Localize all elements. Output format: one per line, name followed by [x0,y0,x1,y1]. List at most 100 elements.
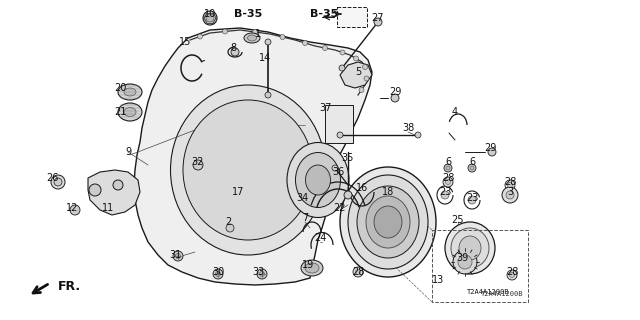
Ellipse shape [305,165,330,195]
Circle shape [415,132,421,138]
Text: 20: 20 [114,83,126,93]
Text: 32: 32 [192,157,204,167]
Circle shape [441,191,449,199]
FancyBboxPatch shape [337,7,367,27]
Ellipse shape [301,260,323,276]
Circle shape [458,255,472,269]
Circle shape [173,251,183,261]
Ellipse shape [340,167,436,277]
Text: 14: 14 [259,53,271,63]
Text: 33: 33 [252,267,264,277]
Ellipse shape [305,263,319,273]
Circle shape [216,271,221,276]
Text: 35: 35 [342,153,354,163]
Text: 1: 1 [255,29,261,39]
Circle shape [303,41,307,45]
Text: 18: 18 [382,187,394,197]
Circle shape [453,250,477,274]
Circle shape [203,11,217,25]
Circle shape [502,187,518,203]
Text: 15: 15 [179,37,191,47]
Circle shape [353,267,363,277]
Circle shape [280,35,285,39]
Ellipse shape [459,236,481,260]
Text: 28: 28 [504,177,516,187]
Text: 10: 10 [204,9,216,19]
Ellipse shape [248,35,257,41]
Circle shape [257,269,267,279]
Circle shape [364,76,369,81]
Circle shape [468,196,476,204]
Text: 34: 34 [296,193,308,203]
Circle shape [505,180,515,190]
Bar [325,105,353,143]
Text: 23: 23 [439,187,451,197]
Ellipse shape [445,222,495,274]
Circle shape [488,148,496,156]
Circle shape [253,29,257,35]
Circle shape [362,65,367,69]
Ellipse shape [118,84,142,100]
Text: T2A4A1200B: T2A4A1200B [467,289,509,295]
Text: 27: 27 [372,13,384,23]
Polygon shape [134,28,372,285]
Circle shape [344,191,352,199]
Ellipse shape [287,142,349,218]
Circle shape [206,14,214,22]
Circle shape [175,253,180,259]
Text: 29: 29 [389,87,401,97]
Polygon shape [340,62,372,88]
Ellipse shape [170,85,326,255]
Text: 25: 25 [452,215,464,225]
Text: 24: 24 [314,233,326,243]
Ellipse shape [374,206,402,238]
Text: 31: 31 [169,250,181,260]
Circle shape [265,92,271,98]
Text: 9: 9 [125,147,131,157]
Text: 28: 28 [352,267,364,277]
Text: 6: 6 [469,157,475,167]
Circle shape [470,166,474,170]
Text: 5: 5 [355,67,361,77]
Text: 38: 38 [402,123,414,133]
Circle shape [353,56,358,61]
Text: 17: 17 [232,187,244,197]
Circle shape [231,48,239,56]
Circle shape [70,205,80,215]
Circle shape [226,224,234,232]
Circle shape [339,65,345,71]
Text: 37: 37 [319,103,331,113]
Ellipse shape [348,175,428,269]
Circle shape [509,273,515,277]
Text: 11: 11 [102,203,114,213]
Circle shape [265,39,271,45]
Circle shape [444,164,452,172]
Text: 28: 28 [506,267,518,277]
Circle shape [445,180,451,185]
Text: 3: 3 [507,187,513,197]
Circle shape [113,180,123,190]
Text: 19: 19 [302,260,314,270]
Ellipse shape [183,100,313,240]
Circle shape [213,269,223,279]
Text: 28: 28 [442,173,454,183]
Circle shape [223,29,227,34]
Text: 23: 23 [466,193,478,203]
Ellipse shape [366,196,410,248]
Circle shape [468,164,476,172]
Text: FR.: FR. [58,279,81,292]
Circle shape [374,18,382,26]
Circle shape [355,269,360,275]
Text: 6: 6 [445,157,451,167]
Text: T2A4A1200B: T2A4A1200B [481,291,524,297]
Text: 22: 22 [333,203,346,213]
Circle shape [443,177,453,187]
Circle shape [507,270,517,280]
Circle shape [332,165,338,171]
Circle shape [446,166,450,170]
Circle shape [508,182,513,188]
Circle shape [337,132,343,138]
Text: 30: 30 [212,267,224,277]
Text: 16: 16 [356,183,368,193]
Circle shape [323,45,328,51]
